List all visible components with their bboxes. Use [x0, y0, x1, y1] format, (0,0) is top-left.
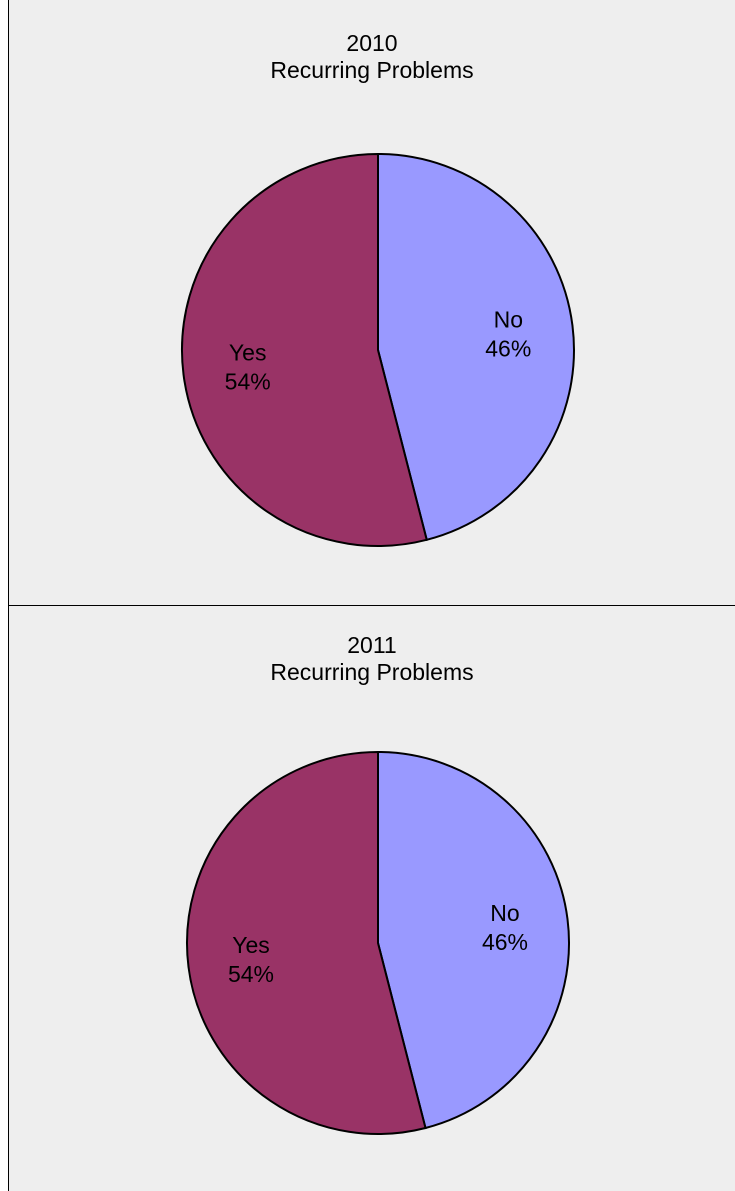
chart-title-subject: Recurring Problems: [270, 659, 474, 685]
chart-title-subject: Recurring Problems: [270, 57, 474, 83]
slice-label-yes: Yes: [229, 340, 267, 366]
slice-percent-no: 46%: [482, 929, 528, 955]
slice-label-no: No: [490, 900, 519, 926]
pie-slice-no: [377, 152, 575, 542]
slice-percent-no: 46%: [485, 336, 531, 362]
pie-chart: No 46% Yes 54%: [186, 750, 570, 1135]
chart-title: 2011 Recurring Problems: [9, 632, 735, 686]
chart-panel-2011: 2011 Recurring Problems No 46% Yes 54%: [8, 606, 735, 1191]
chart-title-year: 2010: [346, 30, 398, 56]
pie-slice-yes: [186, 750, 427, 1135]
slice-percent-yes: 54%: [228, 961, 274, 987]
pie-slice-yes: [180, 152, 428, 547]
pie-slice-no: [377, 750, 570, 1130]
chart-panel-2010: 2010 Recurring Problems No 46% Yes 54%: [8, 0, 735, 606]
chart-title: 2010 Recurring Problems: [9, 30, 735, 84]
pie-chart: No 46% Yes 54%: [180, 152, 575, 547]
slice-label-yes: Yes: [232, 932, 270, 958]
slice-percent-yes: 54%: [225, 369, 271, 395]
chart-title-year: 2011: [347, 632, 397, 658]
slice-label-no: No: [494, 307, 523, 333]
